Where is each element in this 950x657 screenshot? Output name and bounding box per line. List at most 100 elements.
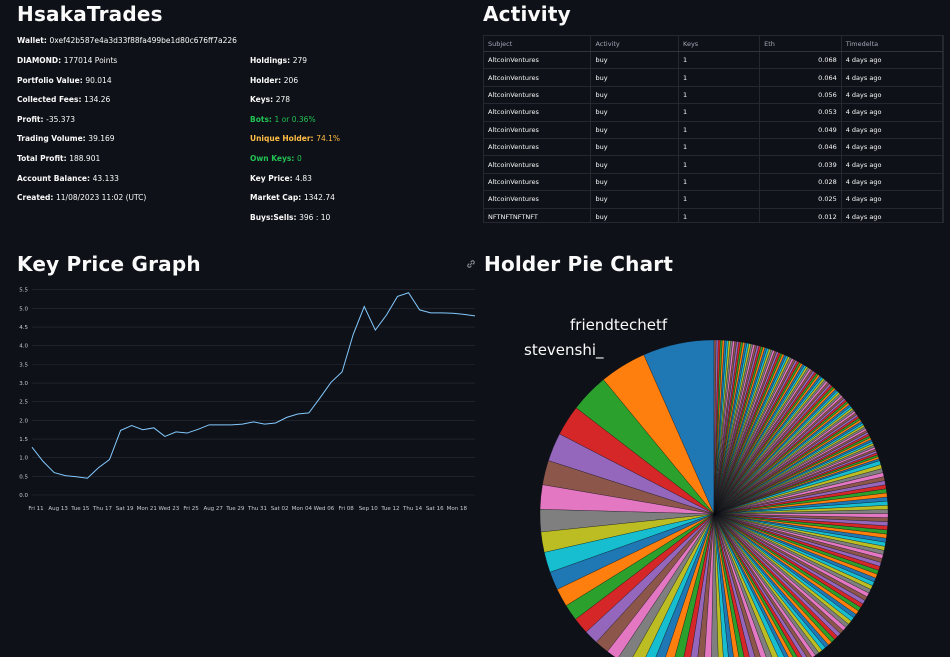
- pie-slice[interactable]: [648, 513, 715, 657]
- table-row[interactable]: AltcoinVentures buy 1 0.049 4 days ago: [484, 121, 943, 139]
- y-tick-label: 1.5: [19, 437, 28, 443]
- stat-label: Unique Holder:: [250, 134, 314, 144]
- holder-pie-chart: friendtechetf stevenshi_: [524, 316, 889, 657]
- left-stat: Created: 11/08/2023 11:02 (UTC): [17, 193, 146, 202]
- table-cell: 0.064: [759, 68, 842, 87]
- stat-label: Holder:: [250, 75, 282, 85]
- table-row[interactable]: AltcoinVentures buy 1 0.068 4 days ago: [484, 51, 943, 70]
- table-cell: 0.028: [759, 173, 842, 192]
- right-stat: Unique Holder: 74.1%: [250, 134, 340, 143]
- x-tick-label: Tue 29: [225, 506, 245, 512]
- column-header[interactable]: Subject: [484, 36, 592, 52]
- pie-slice[interactable]: [713, 339, 717, 515]
- pie-slice-label: stevenshi_: [524, 341, 604, 360]
- table-cell: AltcoinVentures: [484, 173, 592, 192]
- x-tick-label: Thu 31: [247, 506, 267, 512]
- holder-pie-title: Holder Pie Chart: [484, 252, 674, 276]
- page-title: HsakaTrades: [17, 2, 163, 26]
- table-cell: 4 days ago: [841, 86, 943, 105]
- table-cell: buy: [590, 155, 679, 174]
- stat-value: 1 or 0.36%: [274, 114, 316, 124]
- stat-value: 177014 Points: [63, 56, 118, 65]
- pie-slice[interactable]: [711, 513, 719, 657]
- x-tick-label: Aug 27: [203, 506, 223, 512]
- stat-value: -35.373: [46, 114, 76, 124]
- stat-value: 39.169: [88, 134, 115, 144]
- stat-label: Buys:Sells:: [250, 212, 297, 222]
- stat-label: Created:: [17, 193, 54, 203]
- right-stat: Keys: 278: [250, 95, 290, 104]
- right-stat: Market Cap: 1342.74: [250, 193, 335, 202]
- table-cell: 4 days ago: [841, 173, 943, 192]
- table-body: AltcoinVentures buy 1 0.068 4 days ago Altcoi…: [484, 51, 943, 222]
- column-header[interactable]: Activity: [590, 36, 679, 52]
- link-icon[interactable]: [465, 258, 477, 270]
- pie-slice[interactable]: [713, 513, 725, 657]
- table-cell: 4 days ago: [841, 121, 943, 139]
- x-tick-label: Sat 02: [271, 506, 289, 512]
- left-stat: Total Profit: 188.901: [17, 154, 100, 163]
- key-price-title: Key Price Graph: [17, 252, 201, 276]
- column-header[interactable]: Eth: [759, 36, 842, 52]
- table-cell: buy: [590, 51, 679, 70]
- column-header[interactable]: Timedelta: [841, 36, 943, 52]
- left-stat: Profit: -35.373: [17, 115, 75, 124]
- table-cell: buy: [590, 121, 679, 139]
- table-cell: 1: [678, 155, 761, 174]
- stat-value: 396 : 10: [299, 212, 331, 222]
- stat-value: 74.1%: [316, 134, 341, 144]
- x-tick-label: Mon 21: [137, 506, 157, 512]
- x-tick-label: Wed 06: [314, 506, 335, 512]
- table-row[interactable]: AltcoinVentures buy 1 0.025 4 days ago: [484, 190, 943, 209]
- stat-value: 188.901: [69, 154, 101, 163]
- table-row[interactable]: AltcoinVentures buy 1 0.053 4 days ago: [484, 103, 943, 122]
- table-row[interactable]: AltcoinVentures buy 1 0.056 4 days ago: [484, 86, 943, 105]
- table-cell: 0.053: [759, 103, 842, 122]
- activity-table-container[interactable]: Subject Activity Keys Eth Timedelta AltcoinV…: [483, 35, 944, 223]
- table-cell: AltcoinVentures: [484, 190, 592, 209]
- y-tick-label: 5.0: [19, 306, 28, 312]
- stat-value: 206: [283, 75, 299, 85]
- column-header[interactable]: Keys: [678, 36, 761, 52]
- pie-slice[interactable]: [694, 513, 715, 657]
- table-cell: 4 days ago: [841, 138, 943, 157]
- x-tick-label: Tue 12: [380, 506, 399, 512]
- y-tick-label: 4.0: [19, 344, 28, 350]
- y-tick-label: 3.0: [19, 381, 28, 387]
- table-cell: 4 days ago: [841, 155, 943, 174]
- pie-slice[interactable]: [639, 513, 715, 657]
- table-cell: 1: [678, 68, 761, 87]
- stat-label: Collected Fees:: [17, 95, 82, 105]
- table-cell: buy: [590, 208, 679, 222]
- table-row[interactable]: NFTNFTNFTNFT buy 1 0.012 4 days ago: [484, 208, 943, 222]
- table-cell: 0.056: [759, 86, 842, 105]
- stat-value: 4.83: [295, 173, 312, 183]
- table-cell: AltcoinVentures: [484, 86, 592, 105]
- x-tick-label: Fri 11: [28, 506, 43, 512]
- table-cell: buy: [590, 86, 679, 105]
- pie-slice[interactable]: [628, 513, 715, 657]
- pie-slice-label: friendtechetf: [570, 316, 668, 334]
- table-cell: buy: [590, 190, 679, 209]
- table-cell: AltcoinVentures: [484, 138, 592, 157]
- stat-label: Profit:: [17, 114, 44, 124]
- table-row[interactable]: AltcoinVentures buy 1 0.046 4 days ago: [484, 138, 943, 157]
- pie-slice[interactable]: [678, 513, 715, 657]
- stat-value: 11/08/2023 11:02 (UTC): [56, 193, 147, 203]
- table-row[interactable]: AltcoinVentures buy 1 0.028 4 days ago: [484, 173, 943, 192]
- pie-slice[interactable]: [607, 513, 715, 657]
- stat-label: Total Profit:: [17, 154, 67, 163]
- price-series-line[interactable]: [31, 292, 476, 479]
- stat-label: Trading Volume:: [17, 134, 86, 144]
- table-row[interactable]: AltcoinVentures buy 1 0.039 4 days ago: [484, 155, 943, 174]
- table-cell: AltcoinVentures: [484, 51, 592, 70]
- stat-label: Market Cap:: [250, 193, 302, 203]
- stat-label: DIAMOND:: [17, 56, 62, 65]
- table-cell: AltcoinVentures: [484, 155, 592, 174]
- right-stat: Holder: 206: [250, 76, 298, 85]
- table-cell: buy: [590, 173, 679, 192]
- right-stat: Key Price: 4.83: [250, 174, 312, 183]
- pie-slice[interactable]: [703, 513, 715, 657]
- table-row[interactable]: AltcoinVentures buy 1 0.064 4 days ago: [484, 68, 943, 87]
- table-cell: 0.012: [759, 208, 842, 222]
